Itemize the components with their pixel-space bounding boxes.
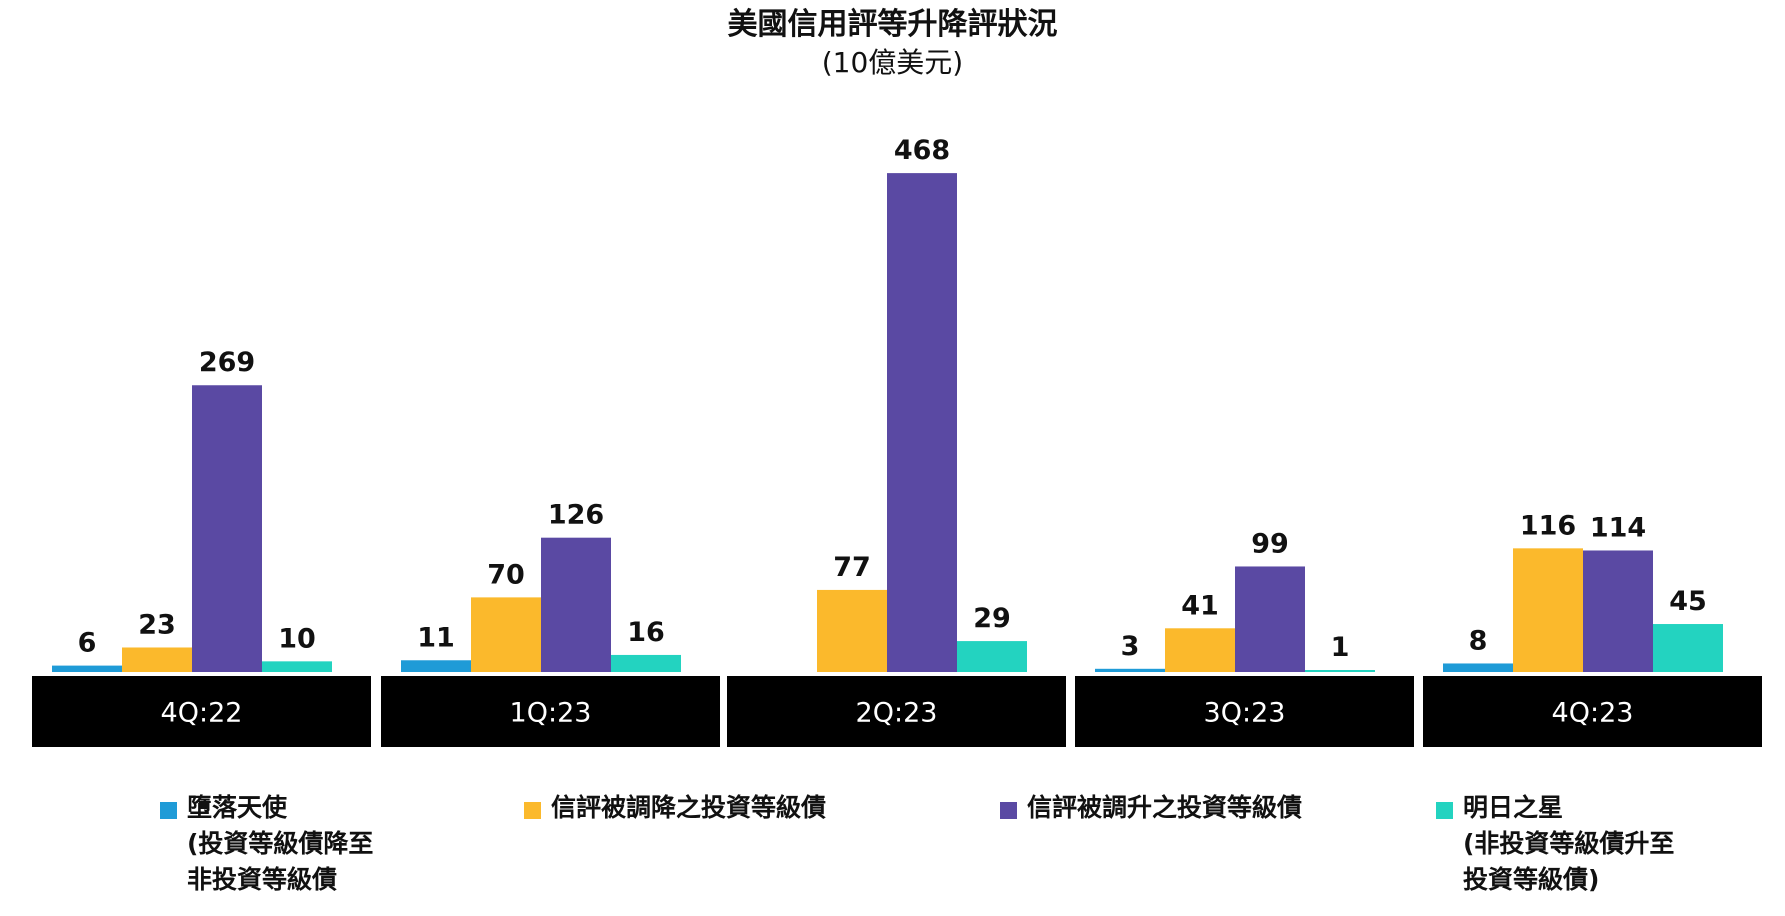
- data-label-4Q:23-series-1: 8: [1469, 625, 1488, 656]
- legend-label-4: 明日之星 (非投資等級債升至 投資等級債): [1463, 790, 1674, 898]
- legend-swatch-1: [160, 802, 177, 819]
- chart-title: 美國信用評等升降評狀況: [727, 7, 1058, 42]
- bar-4Q:23-series-4: [1653, 624, 1723, 672]
- data-label-1Q:23-series-2: 70: [487, 559, 525, 590]
- data-label-1Q:23-series-1: 11: [417, 622, 455, 653]
- category-label-3Q:23: 3Q:23: [1204, 698, 1286, 729]
- data-label-3Q:23-series-1: 3: [1121, 631, 1140, 662]
- bar-4Q:23-series-2: [1513, 548, 1583, 672]
- chart-subtitle: (10億美元): [821, 46, 964, 79]
- legend-swatch-4: [1436, 802, 1453, 819]
- bar-1Q:23-series-2: [471, 597, 541, 672]
- category-group-4Q:22: 6 23 269 10: [52, 347, 332, 672]
- bar-1Q:23-series-4: [611, 654, 681, 672]
- category-band-4Q:23: [1423, 676, 1762, 747]
- category-group-3Q:23: 3 41 99 1: [1095, 528, 1375, 672]
- legend-label-3: 信評被調升之投資等級債: [1027, 790, 1302, 826]
- bar-3Q:23-series-2: [1165, 628, 1235, 672]
- data-label-2Q:23-series-3: 468: [894, 135, 950, 166]
- data-label-3Q:23-series-3: 99: [1251, 528, 1289, 559]
- legend-swatch-3: [1000, 802, 1017, 819]
- category-label-2Q:23: 2Q:23: [856, 698, 938, 729]
- data-label-2Q:23-series-2: 77: [833, 552, 871, 583]
- bar-1Q:23-series-1: [401, 660, 471, 672]
- category-band-2Q:23: [727, 676, 1066, 747]
- legend-label-1-line-1: 墮落天使: [187, 793, 288, 822]
- bar-2Q:23-series-4: [957, 641, 1027, 672]
- category-label-4Q:22: 4Q:22: [161, 698, 243, 729]
- legend-swatch-2: [524, 802, 541, 819]
- data-label-4Q:23-series-4: 45: [1669, 586, 1707, 617]
- bar-chart: 6 23 269 10 4Q:22 11 70 126 16 1Q:23 77 468 29 2Q:23 3…: [32, 135, 1762, 747]
- data-label-4Q:22-series-1: 6: [78, 628, 97, 659]
- bar-4Q:22-series-4: [262, 661, 332, 672]
- data-label-1Q:23-series-3: 126: [548, 500, 604, 531]
- legend-item-1: 墮落天使 (投資等級債降至 非投資等級債: [160, 790, 373, 898]
- legend-label-2: 信評被調降之投資等級債: [551, 790, 826, 826]
- category-label-1Q:23: 1Q:23: [510, 698, 592, 729]
- bar-3Q:23-series-4: [1305, 670, 1375, 672]
- data-label-3Q:23-series-2: 41: [1181, 590, 1219, 621]
- bar-4Q:23-series-3: [1583, 550, 1653, 672]
- bar-1Q:23-series-3: [541, 537, 611, 672]
- legend-item-2: 信評被調降之投資等級債: [524, 790, 826, 826]
- bar-4Q:22-series-3: [192, 385, 262, 672]
- bar-4Q:22-series-1: [52, 665, 122, 672]
- data-label-1Q:23-series-4: 16: [627, 617, 665, 648]
- data-label-4Q:22-series-3: 269: [199, 347, 255, 378]
- legend-label-4-line-2: (非投資等級債升至: [1463, 829, 1675, 858]
- category-label-4Q:23: 4Q:23: [1552, 698, 1634, 729]
- legend-item-3: 信評被調升之投資等級債: [1000, 790, 1302, 826]
- data-label-3Q:23-series-4: 1: [1331, 632, 1350, 663]
- bar-2Q:23-series-3: [887, 173, 957, 672]
- bar-2Q:23-series-2: [817, 589, 887, 672]
- category-group-4Q:23: 8 116 114 45: [1443, 510, 1723, 672]
- data-label-4Q:23-series-2: 116: [1520, 510, 1576, 541]
- bar-3Q:23-series-3: [1235, 566, 1305, 672]
- legend-label-1-line-3: 非投資等級債: [187, 865, 338, 894]
- category-group-1Q:23: 11 70 126 16: [401, 500, 681, 672]
- category-band-3Q:23: [1075, 676, 1414, 747]
- bar-3Q:23-series-1: [1095, 668, 1165, 672]
- category-group-2Q:23: 77 468 29: [817, 135, 1027, 672]
- data-label-4Q:23-series-3: 114: [1590, 512, 1646, 543]
- category-band-1Q:23: [381, 676, 720, 747]
- category-band-4Q:22: [32, 676, 371, 747]
- bar-4Q:22-series-2: [122, 647, 192, 672]
- legend-item-4: 明日之星 (非投資等級債升至 投資等級債): [1436, 790, 1674, 898]
- data-label-2Q:23-series-4: 29: [973, 603, 1011, 634]
- legend-label-2-line-1: 信評被調降之投資等級債: [551, 793, 827, 822]
- legend-label-1: 墮落天使 (投資等級債降至 非投資等級債: [187, 790, 373, 898]
- legend-label-3-line-1: 信評被調升之投資等級債: [1027, 793, 1303, 822]
- bar-4Q:23-series-1: [1443, 663, 1513, 672]
- legend-label-4-line-1: 明日之星: [1463, 793, 1564, 822]
- legend-label-1-line-2: (投資等級債降至: [187, 829, 374, 858]
- data-label-4Q:22-series-2: 23: [138, 609, 176, 640]
- data-label-4Q:22-series-4: 10: [278, 623, 316, 654]
- legend-label-4-line-3: 投資等級債): [1463, 865, 1600, 894]
